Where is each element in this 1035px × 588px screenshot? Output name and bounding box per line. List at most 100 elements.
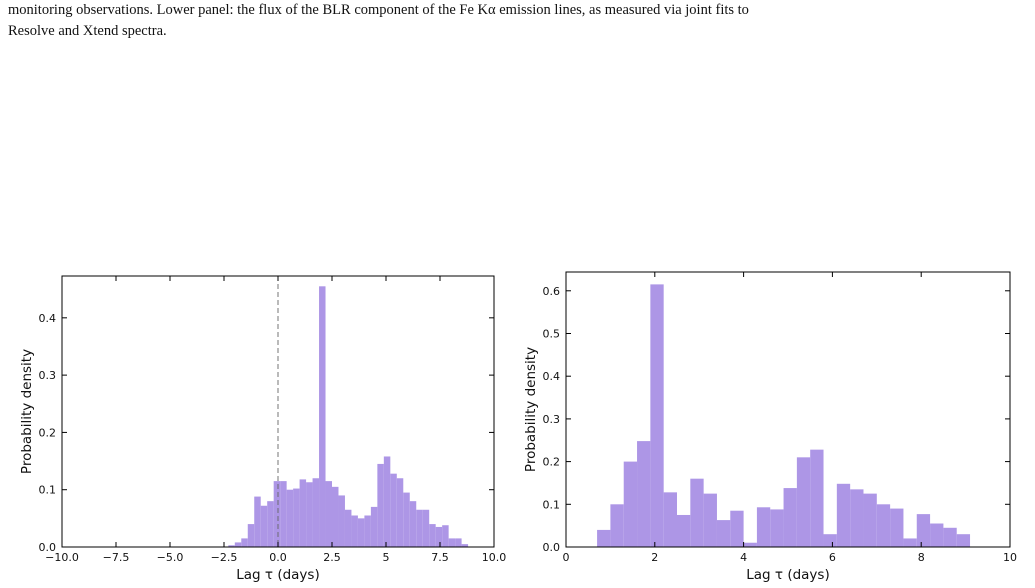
bar — [351, 515, 358, 547]
bar — [863, 493, 877, 547]
bar — [306, 482, 313, 547]
bar — [703, 493, 717, 547]
x-tick-label: −7.5 — [103, 551, 130, 564]
axes-frame — [565, 271, 1011, 548]
bar — [293, 488, 300, 547]
bar — [823, 534, 837, 547]
y-tick-label: 0.3 — [39, 369, 57, 382]
x-tick-label: 2 — [651, 551, 658, 564]
x-tick-label: 4 — [740, 551, 747, 564]
x-tick-label: 7.5 — [431, 551, 449, 564]
bar — [234, 542, 242, 547]
bar — [783, 488, 797, 547]
bar — [403, 492, 410, 547]
y-tick-label: 0.1 — [543, 498, 561, 511]
y-tick-label: 0.0 — [39, 541, 57, 554]
caption: monitoring observations. Lower panel: th… — [8, 0, 749, 42]
caption-line: Resolve and Xtend spectra. — [8, 23, 167, 39]
x-tick-label: −2.5 — [211, 551, 238, 564]
bar — [312, 478, 320, 547]
bar — [390, 473, 397, 547]
y-tick-label: 0.0 — [543, 541, 561, 554]
bar — [319, 286, 326, 547]
bar — [332, 486, 339, 547]
bar — [770, 509, 784, 547]
bar — [597, 529, 611, 547]
bar — [623, 461, 638, 547]
y-axis-label: Probability density — [523, 347, 539, 472]
x-tick-label: 2.5 — [323, 551, 341, 564]
bar — [325, 481, 332, 547]
bar — [890, 508, 904, 547]
x-axis-label: Lag τ (days) — [746, 567, 829, 583]
x-tick-label: 0.0 — [269, 551, 287, 564]
bar — [396, 478, 404, 547]
bar — [650, 284, 664, 547]
y-tick-label: 0.3 — [543, 413, 561, 426]
bar — [690, 478, 704, 547]
bar — [364, 515, 371, 547]
x-tick-label: −5.0 — [157, 551, 184, 564]
x-tick-label: −10.0 — [45, 551, 79, 564]
bar — [455, 538, 462, 547]
bar — [344, 509, 352, 547]
bar — [435, 526, 443, 547]
y-tick-label: 0.2 — [39, 426, 57, 439]
bar — [461, 544, 469, 547]
bar — [241, 538, 248, 547]
bar — [299, 479, 307, 547]
bar — [743, 542, 757, 547]
bar — [730, 510, 744, 547]
y-tick-label: 0.4 — [543, 370, 561, 383]
bar — [377, 463, 384, 547]
bar — [756, 507, 771, 547]
bar — [228, 545, 235, 547]
bar — [357, 518, 365, 547]
bar — [442, 525, 449, 547]
bar — [409, 501, 417, 547]
bar — [637, 441, 651, 547]
bar — [286, 489, 294, 547]
x-tick-label: 10 — [1003, 551, 1017, 564]
bar — [448, 538, 456, 547]
bar — [273, 481, 281, 547]
y-tick-label: 0.1 — [39, 484, 57, 497]
bar — [383, 456, 391, 547]
y-axis-label: Probability density — [19, 349, 35, 474]
bar — [416, 509, 423, 547]
bar — [267, 501, 274, 547]
bar — [610, 504, 624, 547]
bar — [338, 495, 345, 547]
y-tick-label: 0.4 — [39, 312, 57, 325]
bar — [716, 520, 731, 547]
x-axis-label: Lag τ (days) — [236, 567, 319, 583]
bar — [810, 449, 824, 547]
x-tick-label: 0 — [563, 551, 570, 564]
bar — [370, 506, 378, 547]
x-tick-label: 8 — [918, 551, 925, 564]
bar — [796, 457, 811, 547]
bar — [876, 504, 891, 547]
caption-line: monitoring observations. Lower panel: th… — [8, 2, 749, 18]
bar — [836, 483, 851, 547]
bar — [260, 505, 268, 547]
bar — [916, 514, 931, 547]
bar — [422, 509, 430, 547]
bar — [903, 538, 917, 547]
bar — [663, 492, 677, 547]
bar — [254, 496, 261, 547]
bar — [280, 481, 287, 547]
x-tick-label: 6 — [829, 551, 836, 564]
bar — [930, 523, 944, 547]
x-tick-label: 10.0 — [482, 551, 507, 564]
bar — [429, 524, 436, 547]
y-tick-label: 0.6 — [543, 285, 561, 298]
bar — [850, 489, 864, 547]
bar — [956, 534, 971, 547]
bar — [247, 524, 255, 547]
bar — [677, 514, 691, 547]
y-tick-label: 0.2 — [543, 456, 561, 469]
y-tick-label: 0.5 — [543, 327, 561, 340]
